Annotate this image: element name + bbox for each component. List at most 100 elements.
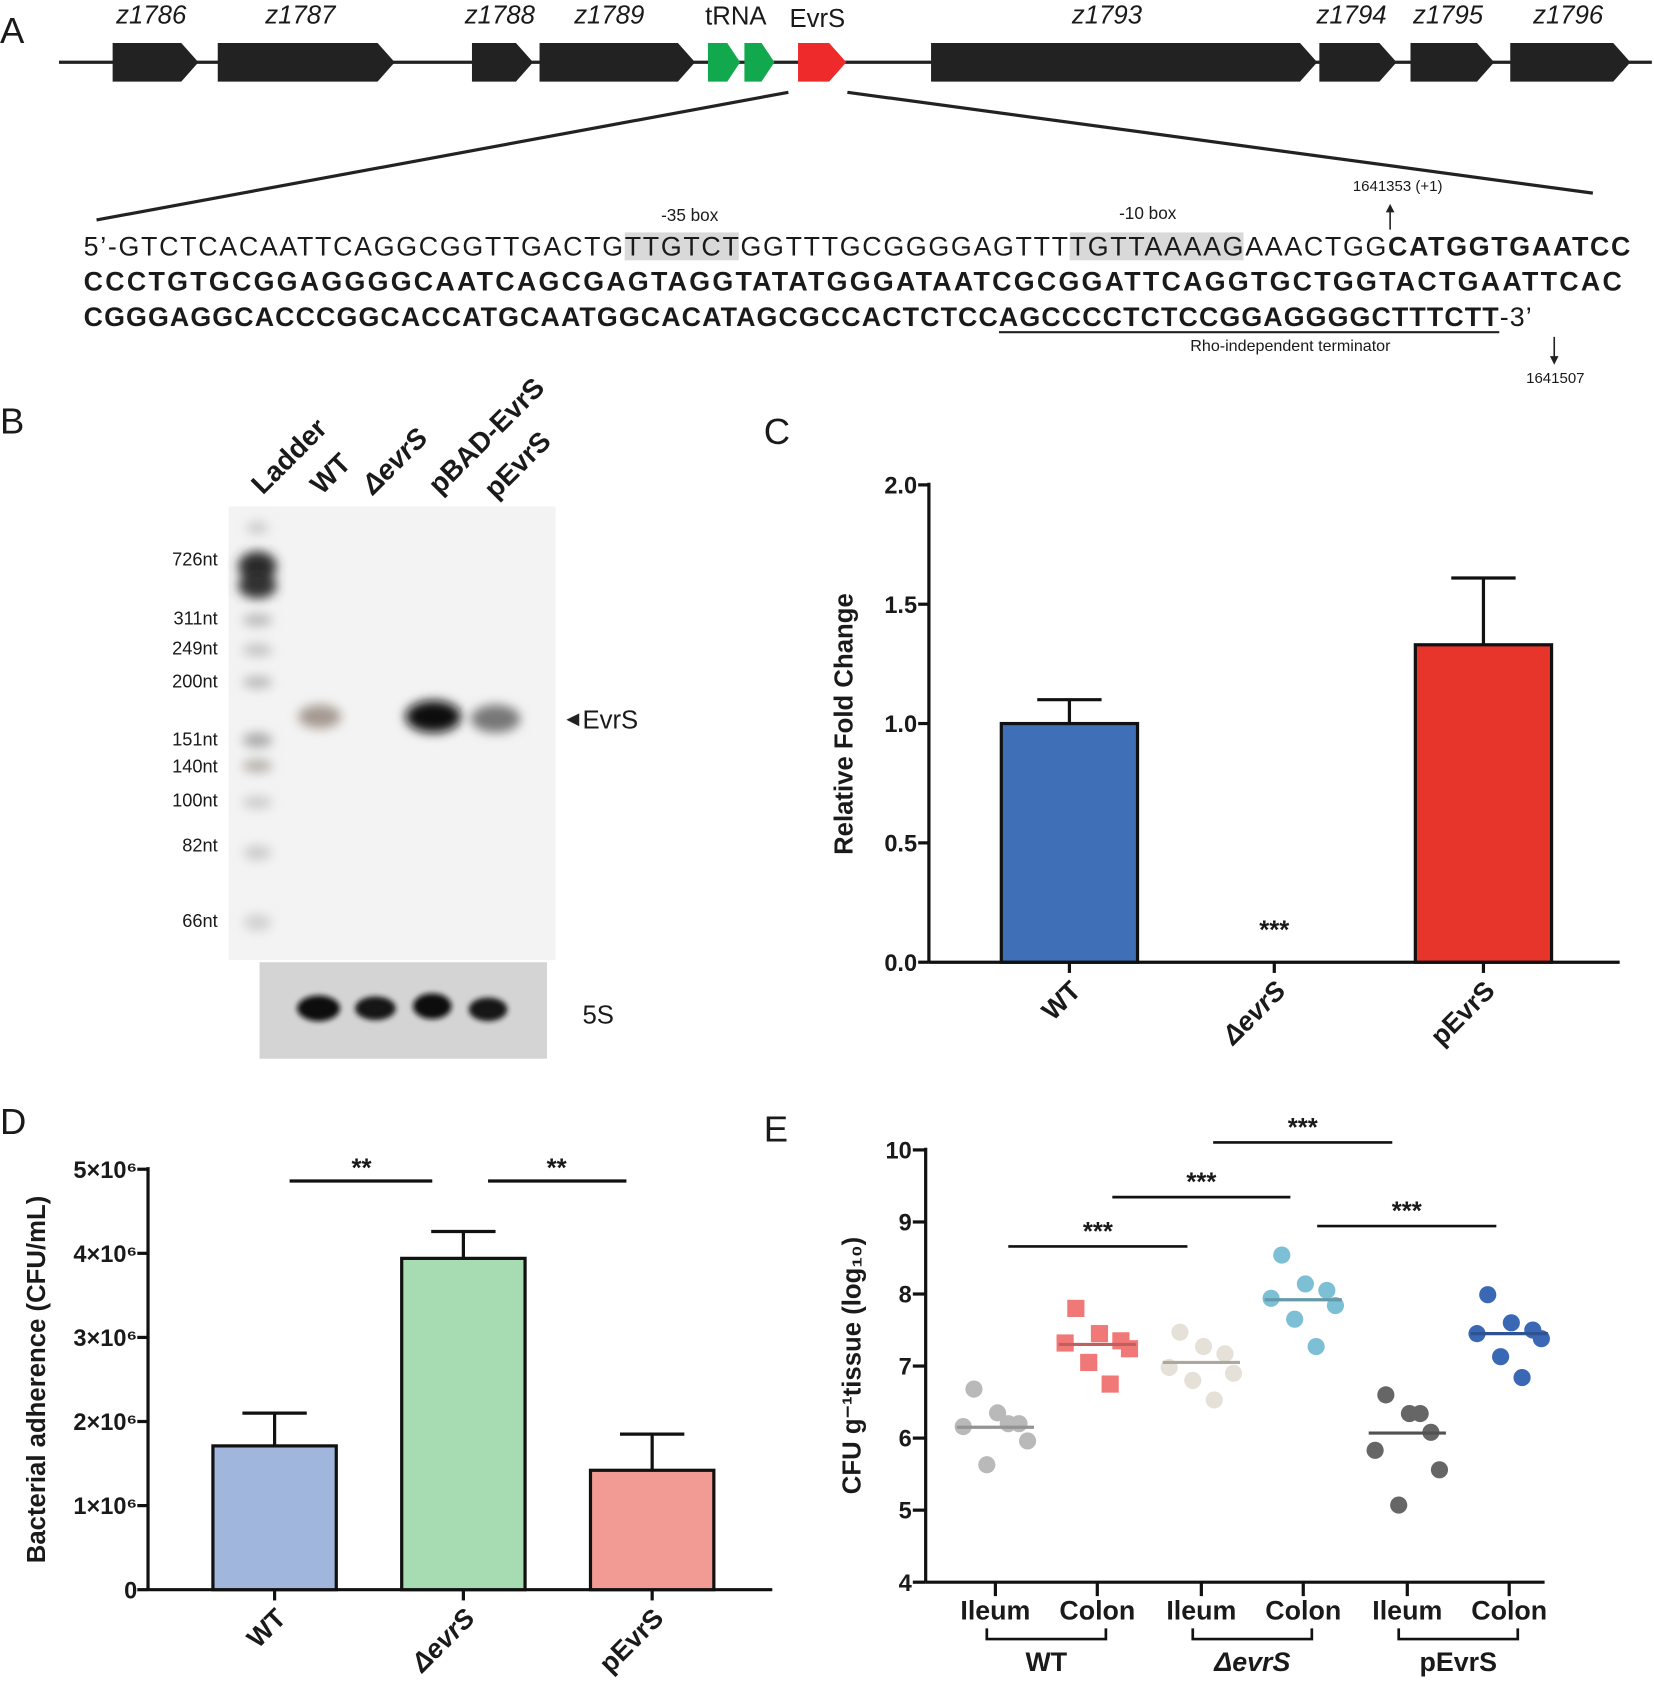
sequence-segment: GGTTTGCGGGGAGTTT — [741, 231, 1068, 261]
x-tick-label: WT — [241, 1602, 292, 1653]
box-highlight — [1069, 232, 1244, 261]
sequence-segment: TGTTAAAAG — [1070, 231, 1244, 261]
gene-name: z1786 — [115, 2, 187, 30]
point — [1090, 1325, 1109, 1343]
bar — [211, 1444, 338, 1592]
start-site-label: 1641353 (+1) — [1353, 178, 1443, 195]
y-tick-label: 3×10⁶ — [73, 1325, 137, 1351]
point — [1101, 1375, 1119, 1393]
y-axis-title: Relative Fold Change — [831, 593, 859, 855]
band-pointer — [566, 713, 580, 727]
point — [1019, 1432, 1037, 1450]
x-tick-label: Colon — [1471, 1596, 1547, 1626]
panel-letter: A — [0, 10, 25, 51]
y-tick-label: 6 — [899, 1426, 912, 1452]
blot-bands — [238, 521, 521, 932]
y-tick-label: 7 — [899, 1354, 912, 1380]
lane-label: WT — [304, 447, 357, 500]
group-label: WT — [1026, 1647, 1068, 1677]
x-tick-label: ΔevrS — [405, 1603, 481, 1679]
point — [1296, 1275, 1314, 1293]
point — [1411, 1405, 1429, 1423]
evrs-label: EvrS — [789, 5, 845, 33]
gene-map — [112, 42, 1631, 82]
start-arrow-head — [1385, 203, 1395, 213]
y-tick-label: 4 — [899, 1570, 912, 1596]
gene-name: z1796 — [1532, 2, 1604, 30]
sequence: 5’-GTCTCACAATTCAGGCGGTTGACTGTTGTCTGGTTTG… — [84, 231, 1630, 334]
sequence-segment: AGCCCCTCTCCGGAGGGGCTTTCTT — [999, 302, 1499, 332]
group-label: ΔevrS — [1213, 1647, 1290, 1677]
sequence-segment: AAACTGG — [1245, 231, 1386, 261]
x-tick-label: Ileum — [1372, 1596, 1442, 1626]
point — [1194, 1338, 1213, 1356]
point — [988, 1404, 1007, 1422]
point — [1120, 1340, 1139, 1358]
x-tick-label: Ileum — [1166, 1596, 1236, 1626]
sequence-line: CCCTGTGCGGAGGGGCAATCAGCGAGTAGGTATATGGGAT… — [84, 267, 1622, 297]
zoom-line — [96, 90, 789, 222]
y-axis-title: CFU g⁻¹tissue (log₁₀) — [838, 1237, 866, 1494]
x-tick-label: Colon — [1265, 1596, 1341, 1626]
gene-arrow — [931, 42, 1318, 82]
gene-arrow — [539, 42, 696, 82]
bar — [999, 721, 1140, 964]
group-bracket — [1191, 1628, 1314, 1641]
point — [1318, 1281, 1336, 1299]
y-tick-label: 2×10⁶ — [73, 1409, 137, 1435]
size-label: 151nt — [172, 729, 218, 750]
group-bracket — [1397, 1628, 1520, 1641]
y-tick-label: 0.5 — [884, 830, 917, 856]
gene-arrow — [798, 42, 847, 82]
point — [1224, 1364, 1243, 1382]
lane-label: ΔevrS — [355, 422, 434, 501]
y-tick-label: 1.5 — [884, 592, 917, 618]
point — [1479, 1286, 1497, 1304]
group-label: pEvrS — [1420, 1647, 1497, 1677]
sequence-segment: -3’ — [1500, 302, 1532, 332]
y-tick-label: 10 — [886, 1137, 912, 1163]
point — [1067, 1299, 1085, 1317]
significance: ** — [351, 1155, 371, 1183]
end-site-label: 1641507 — [1526, 370, 1584, 387]
x-tick-label: Colon — [1059, 1596, 1135, 1626]
panel-letter: B — [0, 400, 24, 441]
panel-letter: C — [764, 411, 790, 452]
point — [978, 1456, 996, 1474]
y-tick-label: 1×10⁶ — [73, 1493, 137, 1519]
y-tick-label: 0.0 — [884, 950, 917, 976]
gene-arrow — [1319, 42, 1397, 82]
point — [1513, 1369, 1531, 1387]
y-tick-label: 8 — [899, 1282, 912, 1308]
point — [1286, 1310, 1304, 1328]
point — [1366, 1441, 1384, 1459]
point — [999, 1415, 1017, 1433]
trna-arrow — [744, 42, 775, 82]
group-bracket — [985, 1628, 1108, 1641]
point — [1390, 1496, 1408, 1514]
y-axis-title: Bacterial adherence (CFU/mL) — [23, 1196, 51, 1564]
significance: *** — [1259, 917, 1289, 945]
point — [1492, 1348, 1510, 1366]
gene-arrow — [1410, 42, 1495, 82]
band-label: EvrS — [582, 706, 638, 734]
point — [1184, 1371, 1202, 1390]
x-tick-label: Ileum — [960, 1596, 1030, 1626]
size-label: 726nt — [172, 548, 218, 569]
sequence-segment: CCCTGTGCGGAGGGGCAATCAGCGAGTAGGTATATGGGAT… — [84, 267, 1622, 297]
blot — [228, 506, 556, 961]
gene-arrow — [471, 42, 534, 82]
bar — [1413, 643, 1554, 964]
sequence-line: CGGGAGGCACCCGGCACCATGCAATGGCACATAGCGCCAC… — [84, 302, 1532, 332]
panel-letter: E — [764, 1108, 788, 1149]
y-tick-label: 9 — [899, 1210, 912, 1236]
loading-bands — [297, 993, 508, 1022]
y-tick-label: 5×10⁶ — [73, 1157, 137, 1183]
x-tick-label: WT — [1036, 975, 1087, 1026]
size-label: 82nt — [182, 835, 217, 856]
size-label: 200nt — [172, 671, 218, 692]
size-label: 140nt — [172, 755, 218, 776]
x-tick-label: pEvrS — [593, 1603, 669, 1679]
y-tick-label: 0 — [124, 1577, 137, 1603]
sequence-segment: CGGGAGGCACCCGGCACCATGCAATGGCACATAGCGCCAC… — [84, 302, 998, 332]
